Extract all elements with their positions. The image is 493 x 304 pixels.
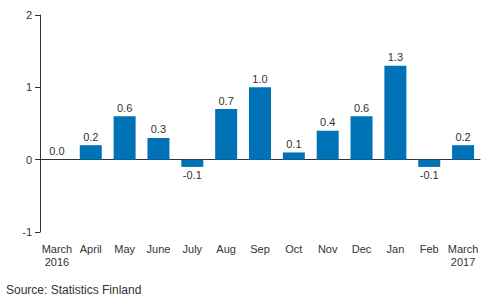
svg-text:1.0: 1.0 xyxy=(252,73,267,85)
svg-text:March: March xyxy=(448,243,479,255)
svg-text:0.2: 0.2 xyxy=(83,131,98,143)
svg-text:2017: 2017 xyxy=(451,256,475,268)
svg-text:0.6: 0.6 xyxy=(354,102,369,114)
svg-text:1: 1 xyxy=(26,81,32,93)
svg-text:1.3: 1.3 xyxy=(388,51,403,63)
svg-text:0.1: 0.1 xyxy=(286,138,301,150)
svg-text:Feb: Feb xyxy=(420,243,439,255)
svg-text:April: April xyxy=(80,243,102,255)
svg-text:0.2: 0.2 xyxy=(455,131,470,143)
svg-text:-0.1: -0.1 xyxy=(420,169,439,181)
svg-text:Nov: Nov xyxy=(318,243,338,255)
svg-text:March: March xyxy=(42,243,73,255)
svg-text:-1: -1 xyxy=(22,226,32,238)
svg-text:0: 0 xyxy=(26,154,32,166)
svg-text:Dec: Dec xyxy=(352,243,372,255)
svg-text:0.3: 0.3 xyxy=(151,123,166,135)
svg-text:-0.1: -0.1 xyxy=(183,169,202,181)
svg-text:Aug: Aug xyxy=(216,243,236,255)
svg-text:2016: 2016 xyxy=(45,256,69,268)
svg-text:0.6: 0.6 xyxy=(117,102,132,114)
svg-text:0.7: 0.7 xyxy=(219,95,234,107)
svg-text:0.4: 0.4 xyxy=(320,116,335,128)
svg-text:June: June xyxy=(147,243,171,255)
svg-text:July: July xyxy=(183,243,203,255)
svg-text:Jan: Jan xyxy=(387,243,405,255)
svg-text:Source: Statistics Finland: Source: Statistics Finland xyxy=(6,283,141,297)
svg-text:2: 2 xyxy=(26,9,32,21)
svg-text:0.0: 0.0 xyxy=(49,145,64,157)
svg-text:Oct: Oct xyxy=(285,243,302,255)
svg-text:Sep: Sep xyxy=(250,243,270,255)
svg-text:May: May xyxy=(114,243,135,255)
